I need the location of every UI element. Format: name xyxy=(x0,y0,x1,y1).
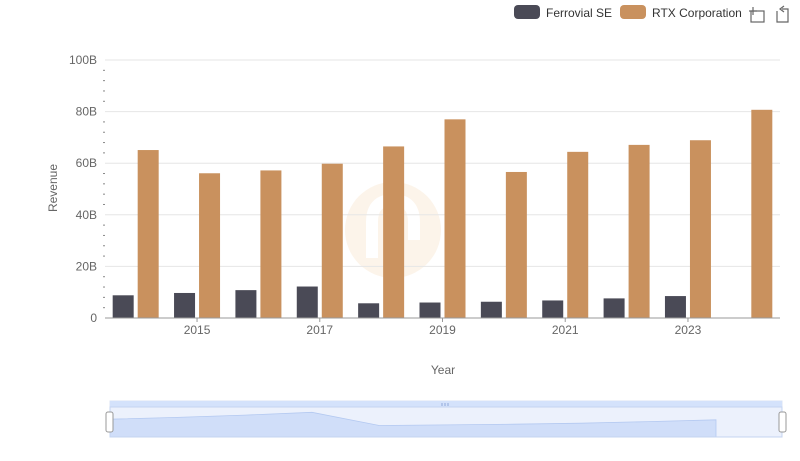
bar-rtx-2023[interactable] xyxy=(689,140,711,318)
slider-selection[interactable] xyxy=(109,406,783,438)
y-tick-label: 80B xyxy=(76,105,97,119)
y-tick-label: 0 xyxy=(90,311,97,325)
x-tick-label: 2021 xyxy=(552,323,579,337)
x-tick-label: 2015 xyxy=(184,323,211,337)
bar-ferrovial-2015[interactable] xyxy=(174,292,196,318)
slider-top-bar[interactable] xyxy=(110,401,782,407)
y-tick-label: 100B xyxy=(69,53,97,67)
y-tick-label: 40B xyxy=(76,208,97,222)
slider-preview-area xyxy=(109,411,717,438)
y-tick-label: 20B xyxy=(76,259,97,273)
bar-rtx-2020[interactable] xyxy=(505,171,527,318)
zoom-reset-icon[interactable] xyxy=(772,4,794,26)
bar-ferrovial-2018[interactable] xyxy=(358,303,380,318)
zoom-select-icon[interactable] xyxy=(748,4,770,26)
bar-ferrovial-2021[interactable] xyxy=(542,300,564,318)
y-axis-tick-labels: 0 20B 40B 60B 80B 100B xyxy=(69,53,97,325)
x-tick-label: 2017 xyxy=(306,323,333,337)
bar-rtx-2022[interactable] xyxy=(628,144,650,318)
bar-ferrovial-2022[interactable] xyxy=(603,298,625,318)
bar-rtx-2021[interactable] xyxy=(567,151,589,318)
x-axis-tick-labels: 2015 2017 2019 2021 2023 xyxy=(184,318,702,337)
bar-ferrovial-2020[interactable] xyxy=(480,301,502,318)
bar-ferrovial-2016[interactable] xyxy=(235,290,257,318)
y-minor-ticks xyxy=(103,69,105,309)
bar-rtx-2024[interactable] xyxy=(751,109,773,318)
y-axis-title: Revenue xyxy=(46,164,60,212)
bar-rtx-2018[interactable] xyxy=(383,146,405,318)
data-zoom-slider[interactable] xyxy=(105,400,787,438)
legend-swatch-rtx[interactable] xyxy=(620,5,646,19)
bar-ferrovial-2014[interactable] xyxy=(112,295,134,318)
bar-ferrovial-2023[interactable] xyxy=(664,296,686,318)
slider-right-handle[interactable] xyxy=(778,411,787,433)
x-axis-title: Year xyxy=(431,363,455,377)
bar-rtx-2015[interactable] xyxy=(199,173,221,318)
y-tick-label: 60B xyxy=(76,156,97,170)
bar-ferrovial-2017[interactable] xyxy=(296,286,318,318)
legend-label-rtx[interactable]: RTX Corporation xyxy=(652,6,742,20)
bar-rtx-2019[interactable] xyxy=(444,119,466,318)
bar-ferrovial-2019[interactable] xyxy=(419,302,441,318)
x-tick-label: 2023 xyxy=(675,323,702,337)
bar-rtx-2016[interactable] xyxy=(260,170,282,318)
slider-grip-icon[interactable] xyxy=(441,403,449,406)
legend: Ferrovial SE RTX Corporation xyxy=(514,5,742,20)
bar-rtx-2017[interactable] xyxy=(321,163,343,318)
bar-rtx-2014[interactable] xyxy=(137,150,159,318)
legend-swatch-ferrovial[interactable] xyxy=(514,5,540,19)
bars xyxy=(112,109,773,318)
slider-left-handle[interactable] xyxy=(105,411,114,433)
legend-label-ferrovial[interactable]: Ferrovial SE xyxy=(546,6,612,20)
x-tick-label: 2019 xyxy=(429,323,456,337)
